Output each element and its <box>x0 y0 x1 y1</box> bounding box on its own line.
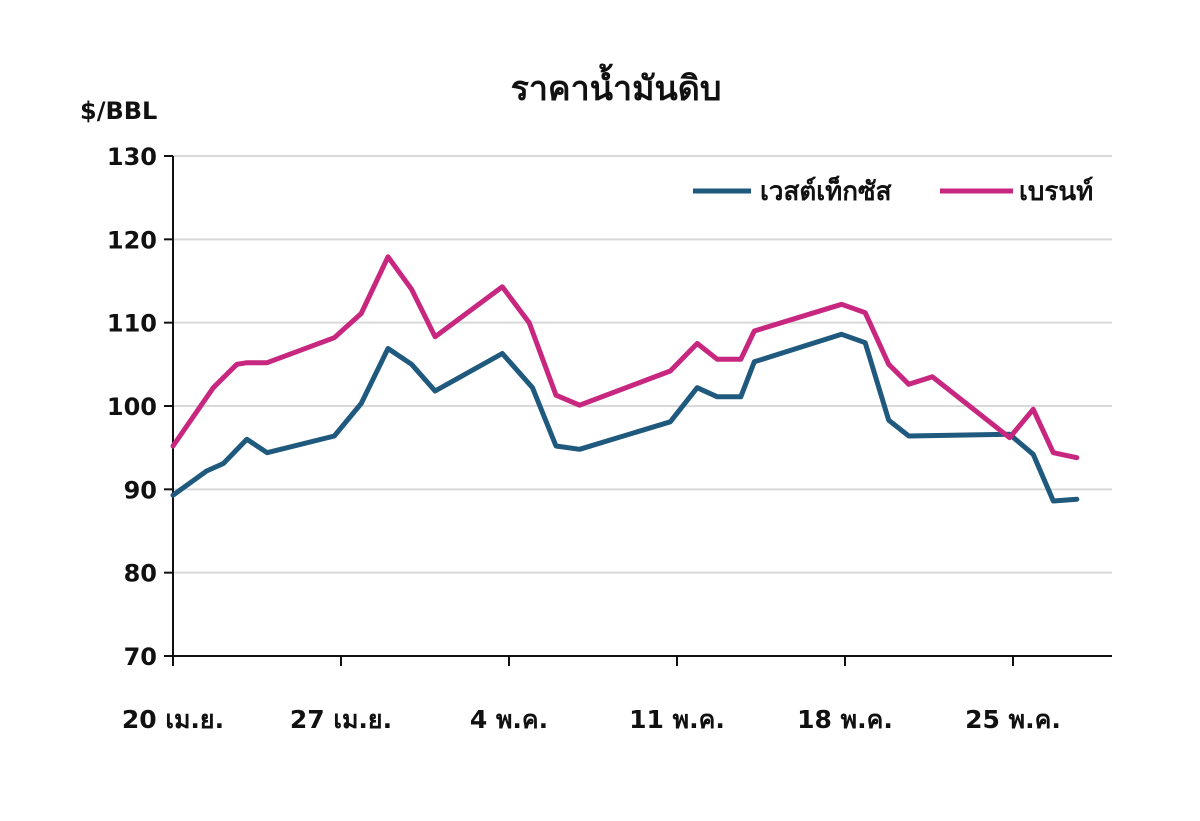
x-tick-label: 4 พ.ค. <box>470 705 548 734</box>
y-tick-label: 80 <box>124 560 157 588</box>
y-tick-label: 120 <box>107 226 157 254</box>
y-tick-label: 90 <box>124 476 157 504</box>
y-tick-label: 100 <box>107 393 157 421</box>
legend-label: เวสต์เท็กซัส <box>760 175 892 207</box>
x-tick-label: 18 พ.ค. <box>797 705 893 734</box>
chart-title: ราคาน้ำมันดิบ <box>511 63 722 109</box>
y-tick-label: 70 <box>124 643 157 671</box>
series-line-brent <box>170 254 1080 461</box>
series-line-wti <box>170 331 1080 504</box>
x-tick-label: 25 พ.ค. <box>965 705 1061 734</box>
x-tick-label: 11 พ.ค. <box>629 705 725 734</box>
x-tick-label: 20 เม.ย. <box>122 705 224 734</box>
x-tick-label: 27 เม.ย. <box>290 705 392 734</box>
axes: 70 80 90 100 110 120 130 20 เม.ย. 27 เม.ย. 4 พ.ค.… <box>107 143 1112 734</box>
y-axis-unit-label: $/BBL <box>80 97 157 125</box>
series-lines <box>170 254 1080 504</box>
legend: เวสต์เท็กซัส เบรนท์ <box>693 175 1093 207</box>
gridlines <box>173 155 1112 574</box>
y-tick-label: 110 <box>107 310 157 338</box>
legend-label: เบรนท์ <box>1019 176 1093 207</box>
y-tick-label: 130 <box>107 143 157 171</box>
